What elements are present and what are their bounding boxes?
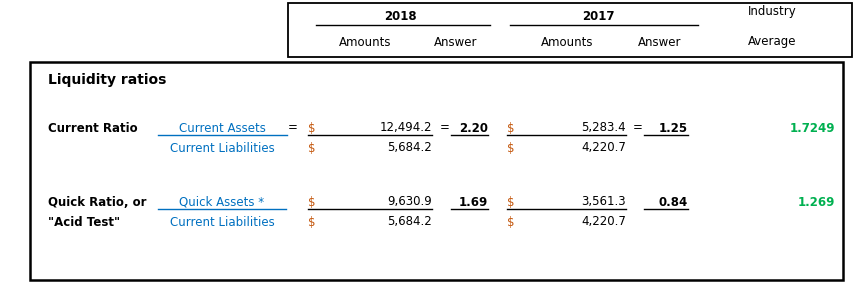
Text: $: $ bbox=[507, 216, 514, 228]
Text: Current Ratio: Current Ratio bbox=[48, 122, 138, 134]
Text: 2018: 2018 bbox=[384, 10, 416, 22]
Text: =: = bbox=[440, 122, 450, 134]
Text: Current Assets: Current Assets bbox=[179, 122, 266, 134]
Text: Amounts: Amounts bbox=[541, 37, 593, 49]
Text: 5,283.4: 5,283.4 bbox=[581, 122, 626, 134]
Text: 3,561.3: 3,561.3 bbox=[581, 196, 626, 208]
Text: $: $ bbox=[308, 142, 316, 154]
Text: 4,220.7: 4,220.7 bbox=[581, 216, 626, 228]
Text: Amounts: Amounts bbox=[339, 37, 391, 49]
Text: =: = bbox=[288, 122, 298, 134]
Text: 4,220.7: 4,220.7 bbox=[581, 142, 626, 154]
Text: $: $ bbox=[308, 196, 316, 208]
Text: Current Liabilities: Current Liabilities bbox=[169, 216, 274, 228]
FancyBboxPatch shape bbox=[288, 3, 852, 57]
Text: 2.20: 2.20 bbox=[459, 122, 488, 134]
Text: Quick Ratio, or: Quick Ratio, or bbox=[48, 196, 146, 208]
Text: 1.25: 1.25 bbox=[659, 122, 688, 134]
Text: Quick Assets *: Quick Assets * bbox=[180, 196, 265, 208]
Text: 2017: 2017 bbox=[581, 10, 614, 22]
Text: $: $ bbox=[507, 196, 514, 208]
Text: 5,684.2: 5,684.2 bbox=[387, 216, 432, 228]
Text: $: $ bbox=[308, 122, 316, 134]
Text: $: $ bbox=[507, 142, 514, 154]
Text: 0.84: 0.84 bbox=[659, 196, 688, 208]
Text: Industry: Industry bbox=[747, 5, 796, 18]
Text: 1.7249: 1.7249 bbox=[789, 122, 835, 134]
Text: =: = bbox=[633, 122, 643, 134]
Text: 9,630.9: 9,630.9 bbox=[387, 196, 432, 208]
Text: Average: Average bbox=[747, 35, 796, 48]
Text: $: $ bbox=[308, 216, 316, 228]
Text: Answer: Answer bbox=[638, 37, 682, 49]
Text: "Acid Test": "Acid Test" bbox=[48, 216, 120, 228]
Text: Current Liabilities: Current Liabilities bbox=[169, 142, 274, 154]
FancyBboxPatch shape bbox=[30, 62, 843, 280]
Text: 1.69: 1.69 bbox=[458, 196, 488, 208]
Text: Liquidity ratios: Liquidity ratios bbox=[48, 73, 166, 87]
Text: 12,494.2: 12,494.2 bbox=[379, 122, 432, 134]
Text: Answer: Answer bbox=[434, 37, 478, 49]
Text: 1.269: 1.269 bbox=[797, 196, 835, 208]
Text: $: $ bbox=[507, 122, 514, 134]
Text: 5,684.2: 5,684.2 bbox=[387, 142, 432, 154]
